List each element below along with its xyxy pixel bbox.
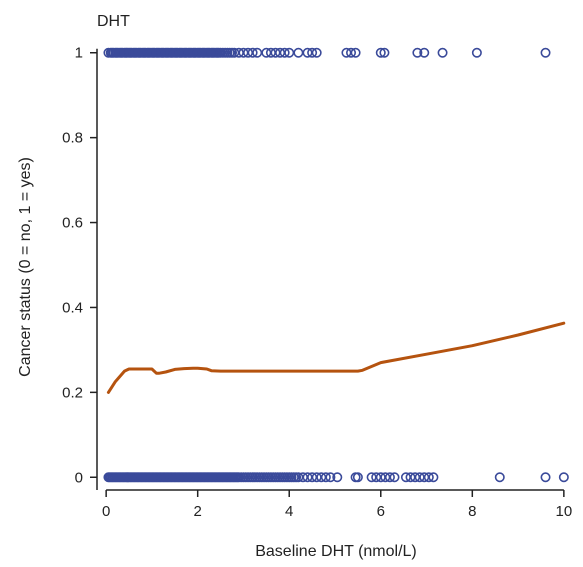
- data-point-cancer: [541, 49, 549, 57]
- y-tick-label: 0.6: [62, 215, 83, 232]
- y-tick-label: 0.4: [62, 299, 83, 316]
- axes: 0 2 4 6 8 10 0 0.2 0.4 0.6 0.8 1: [62, 45, 572, 520]
- x-tick-label: 6: [377, 503, 385, 520]
- x-tick-label: 2: [194, 503, 202, 520]
- smooth-line: [108, 323, 563, 392]
- y-tick-label: 0.2: [62, 384, 83, 401]
- x-tick-label: 8: [468, 503, 476, 520]
- x-tick-label: 4: [285, 503, 293, 520]
- y-axis-title: Cancer status (0 = no, 1 = yes): [17, 157, 34, 377]
- y-ticks: 0 0.2 0.4 0.6 0.8 1: [62, 45, 97, 487]
- x-tick-label: 10: [556, 503, 573, 520]
- chart-title: DHT: [97, 13, 130, 30]
- data-point-no-cancer: [560, 473, 568, 481]
- data-points: [104, 49, 568, 482]
- data-point-cancer: [438, 49, 446, 57]
- y-tick-label: 0.8: [62, 130, 83, 147]
- data-point-no-cancer: [496, 473, 504, 481]
- x-ticks: 0 2 4 6 8 10: [102, 490, 572, 520]
- y-tick-label: 0: [75, 469, 83, 486]
- x-axis-title: Baseline DHT (nmol/L): [255, 543, 417, 560]
- data-point-no-cancer: [541, 473, 549, 481]
- y-tick-label: 1: [75, 45, 83, 62]
- data-point-cancer: [473, 49, 481, 57]
- x-tick-label: 0: [102, 503, 110, 520]
- data-point-cancer: [294, 49, 302, 57]
